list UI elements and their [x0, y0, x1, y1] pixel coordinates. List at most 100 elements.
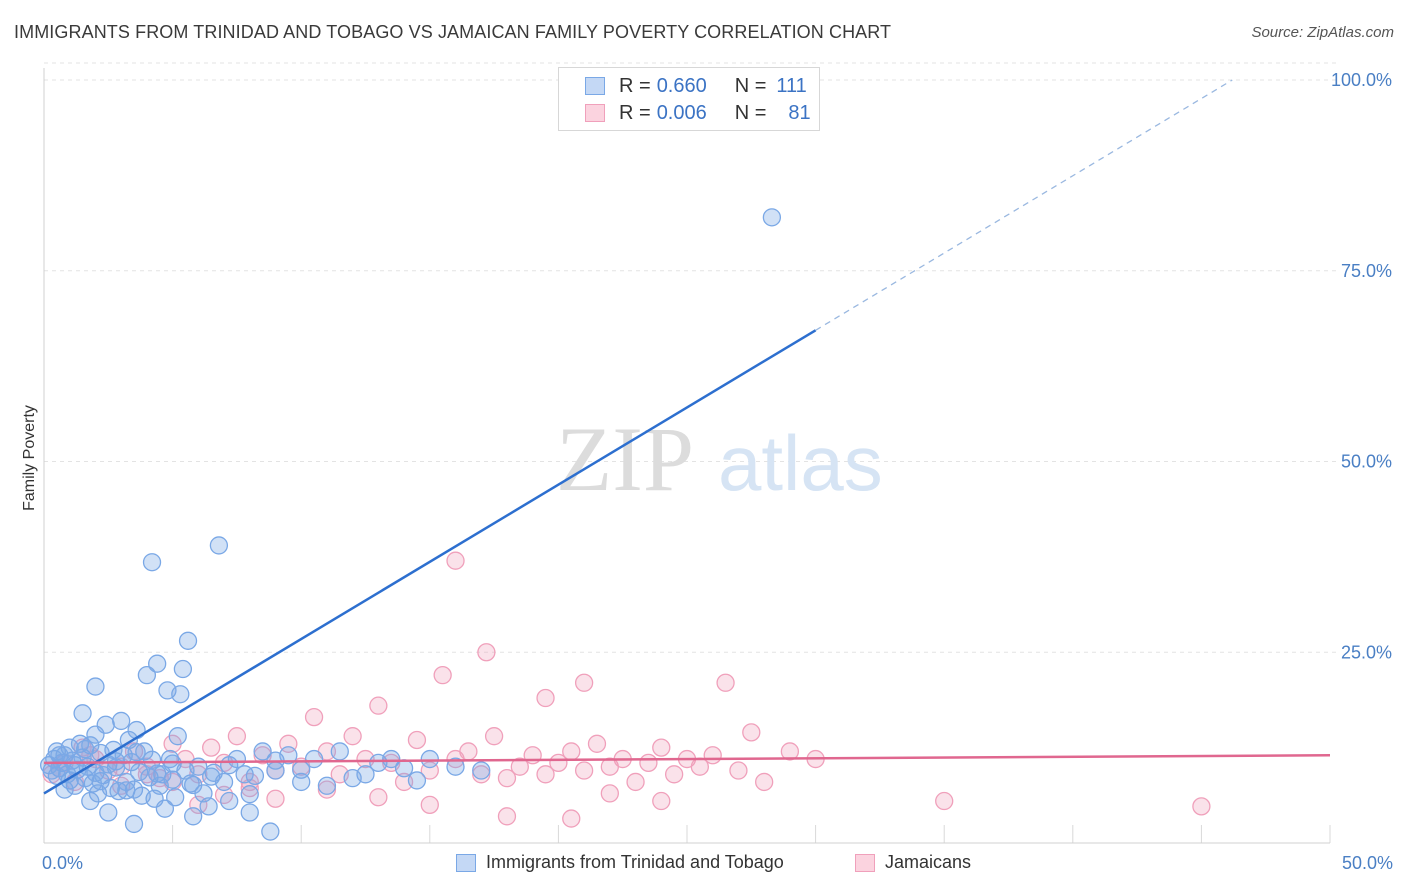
trinidad-point-77 — [317, 776, 337, 795]
legend-swatch-blue — [456, 853, 476, 872]
trinidad-point-52 — [166, 788, 185, 807]
trinidad-point-66 — [220, 791, 239, 811]
trinidad-point-105 — [202, 767, 221, 786]
y-axis-label: Family Poverty — [21, 405, 38, 511]
trinidad-point-45 — [148, 654, 167, 673]
jamaicans-point-53 — [755, 772, 774, 792]
trinidad-point-62 — [199, 797, 218, 816]
chart-title: IMMIGRANTS FROM TRINIDAD AND TOBAGO VS J… — [14, 22, 892, 42]
trinidad-point-51 — [163, 770, 182, 789]
jamaicans-point-47 — [652, 738, 671, 757]
trinidad-point-70 — [245, 766, 265, 786]
x-tick-label-1: 50.0% — [1342, 853, 1393, 873]
jamaicans-point-42 — [587, 734, 607, 753]
trinidad-point-55 — [173, 659, 193, 679]
trinidad-point-72 — [261, 822, 280, 841]
trinidad-point-110 — [762, 208, 782, 227]
trinidad-point-48 — [155, 799, 175, 818]
r-value: 0.660 — [656, 74, 707, 97]
trinidad-point-107 — [240, 785, 259, 804]
legend-row-trinidad: R = 0.660 N = 111 — [585, 74, 807, 98]
watermark-atlas: atlas — [718, 419, 883, 507]
trinidad-point-41 — [137, 665, 157, 685]
jamaicans-point-59 — [574, 673, 594, 692]
jamaicans-point-71 — [266, 789, 285, 808]
jamaicans-point-68 — [420, 795, 439, 814]
trinidad-point-30 — [109, 781, 128, 801]
jamaicans-point-34 — [484, 727, 504, 746]
trinidad-point-25 — [96, 715, 115, 734]
source-label: Source: ZipAtlas.com — [1251, 24, 1394, 41]
trinidad-point-102 — [148, 764, 167, 783]
trinidad-point-85 — [420, 749, 439, 769]
legend-swatch-blue — [585, 77, 605, 95]
trinidad-point-78 — [330, 742, 349, 761]
trinidad-point-57 — [178, 631, 198, 650]
jamaicans-point-65 — [652, 791, 671, 811]
grid-lines — [44, 62, 1336, 843]
axes — [43, 68, 1330, 844]
r-value: 0.006 — [656, 101, 707, 124]
trinidad-point-69 — [240, 803, 259, 822]
series-legend: Immigrants from Trinidad and Tobago Jama… — [0, 852, 1406, 878]
r-label: R = — [619, 101, 651, 124]
jamaicans-point-12 — [202, 738, 221, 757]
trinidad-point-92 — [81, 791, 100, 811]
jamaicans-point-30 — [433, 665, 452, 685]
jamaicans-point-62 — [935, 791, 954, 811]
legend-item-jamaicans[interactable]: Jamaicans — [855, 852, 971, 873]
n-label: N = — [734, 101, 767, 124]
trinidad-point-43 — [142, 750, 162, 769]
legend-swatch-pink — [855, 853, 875, 872]
trinidad-point-54 — [171, 685, 190, 704]
jamaicans-point-54 — [780, 742, 800, 761]
y-tick-label-2: 50.0% — [1341, 452, 1392, 472]
correlation-legend: R = 0.660 N = 111 R = 0.006 N = 81 — [558, 67, 820, 131]
jamaicans-point-61 — [742, 723, 761, 742]
trinidad-point-101 — [127, 743, 146, 762]
trinidad-point-64 — [209, 536, 229, 555]
jamaicans-point-45 — [626, 772, 645, 792]
trinidad-point-95 — [50, 746, 69, 765]
jamaicans-point-56 — [446, 551, 465, 570]
jamaicans-point-41 — [574, 761, 594, 780]
jamaicans-point-66 — [497, 807, 517, 826]
y-tick-label-1: 75.0% — [1341, 261, 1392, 281]
trinidad-point-80 — [356, 765, 375, 784]
jamaicans-point-40 — [562, 742, 581, 761]
jamaicans-point-48 — [664, 765, 684, 784]
trinidad-point-90 — [124, 814, 144, 834]
n-value: 111 — [776, 74, 807, 97]
trinidad-point-106 — [220, 756, 239, 775]
jamaicans-point-52 — [729, 761, 748, 780]
legend-row-jamaicans: R = 0.006 N = 81 — [585, 101, 811, 125]
legend-label-trinidad: Immigrants from Trinidad and Tobago — [486, 852, 784, 872]
jamaicans-point-23 — [343, 727, 362, 746]
jamaicans-point-25 — [369, 696, 388, 715]
jamaicans-point-57 — [477, 643, 496, 662]
trinidad-point-97 — [76, 740, 95, 759]
trinidad-point-93 — [142, 553, 162, 572]
jamaicans-point-67 — [562, 809, 581, 828]
trinidad-point-59 — [184, 807, 203, 826]
n-value: 81 — [788, 101, 811, 124]
jamaicans-point-36 — [510, 757, 529, 776]
jamaicans-point-46 — [639, 753, 658, 773]
trinidad-point-87 — [472, 761, 491, 780]
jamaicans-point-58 — [536, 688, 555, 708]
trend-line-trinidad-extension — [815, 79, 1233, 331]
n-label: N = — [734, 74, 767, 97]
trinidad-point-82 — [382, 749, 401, 769]
trinidad-point-84 — [407, 771, 427, 790]
jamaicans-point-14 — [227, 727, 247, 746]
trinidad-point-37 — [127, 720, 146, 740]
trinidad-point-31 — [112, 711, 131, 731]
y-tick-label-3: 25.0% — [1341, 642, 1392, 662]
trinidad-point-100 — [117, 781, 136, 800]
jamaicans-point-35 — [497, 768, 517, 788]
trinidad-point-88 — [86, 677, 105, 696]
jamaicans-point-51 — [703, 746, 722, 765]
legend-item-trinidad[interactable]: Immigrants from Trinidad and Tobago — [456, 852, 784, 873]
trend-lines — [43, 79, 1331, 795]
